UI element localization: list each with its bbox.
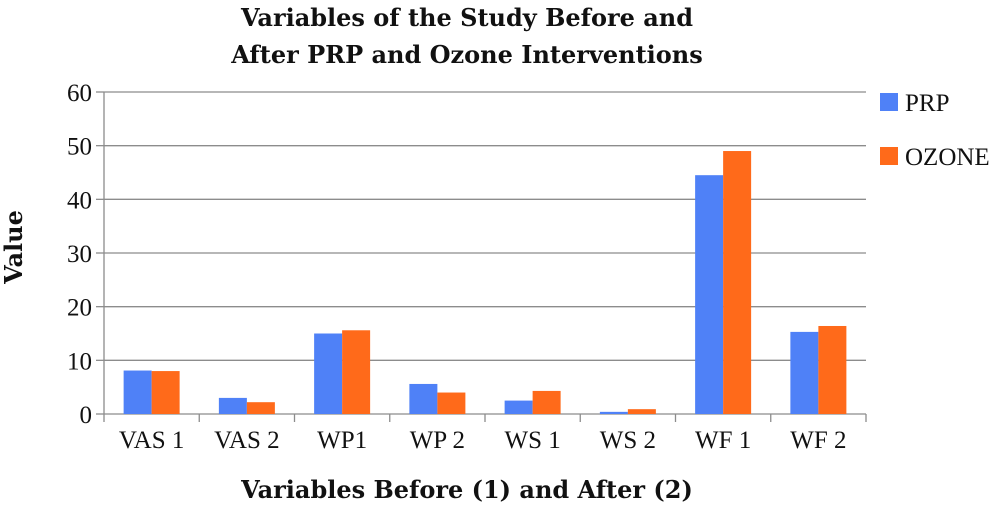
bar-ozone-3	[437, 392, 466, 414]
bar-ozone-4	[532, 390, 561, 414]
y-tick-labels: 0 10 20 30 40 50 60	[67, 80, 92, 429]
x-tick-label: WS 1	[505, 427, 561, 454]
x-tick-label: WF 1	[695, 427, 751, 454]
y-tick-label: 20	[67, 295, 92, 322]
axes	[103, 92, 867, 422]
bar-ozone-1	[246, 402, 275, 414]
bar-prp-0	[123, 370, 152, 414]
x-tick-label: WS 2	[600, 427, 656, 454]
y-tick-label: 30	[67, 241, 92, 268]
bar-prp-4	[504, 400, 533, 414]
legend-swatch-prp	[880, 93, 898, 111]
legend-label-prp: PRP	[905, 90, 949, 117]
bars	[123, 151, 847, 415]
x-axis-title: Variables Before (1) and After (2)	[240, 475, 693, 504]
chart-title-line-2: After PRP and Ozone Interventions	[230, 40, 703, 69]
bar-prp-3	[409, 383, 438, 414]
bar-ozone-7	[818, 325, 847, 414]
bar-prp-6	[695, 175, 724, 414]
bar-prp-2	[314, 333, 343, 414]
legend: PRP OZONE	[880, 90, 990, 171]
x-tick-labels: VAS 1 VAS 2 WP1 WP 2 WS 1 WS 2 WF 1 WF 2	[119, 427, 847, 454]
bar-prp-5	[599, 411, 628, 414]
y-tick-label: 60	[67, 80, 92, 107]
legend-label-ozone: OZONE	[905, 144, 990, 171]
bar-prp-1	[218, 397, 247, 414]
x-tick-label: VAS 2	[214, 427, 280, 454]
bar-ozone-0	[151, 371, 180, 414]
x-tick-label: WP1	[317, 427, 367, 454]
chart-title-line-1: Variables of the Study Before and	[240, 3, 693, 32]
legend-swatch-ozone	[880, 147, 898, 165]
x-tick-label: VAS 1	[119, 427, 185, 454]
x-tick-label: WP 2	[410, 427, 465, 454]
bar-ozone-2	[342, 330, 371, 414]
y-tick-label: 0	[80, 402, 93, 429]
y-tick-label: 40	[67, 187, 92, 214]
bar-prp-7	[790, 331, 819, 414]
bar-ozone-6	[723, 151, 752, 415]
y-tick-label: 50	[67, 134, 92, 161]
bar-ozone-5	[627, 409, 656, 414]
y-axis-title: Value	[0, 210, 28, 285]
x-tick-label: WF 2	[790, 427, 846, 454]
y-tick-label: 10	[67, 348, 92, 375]
